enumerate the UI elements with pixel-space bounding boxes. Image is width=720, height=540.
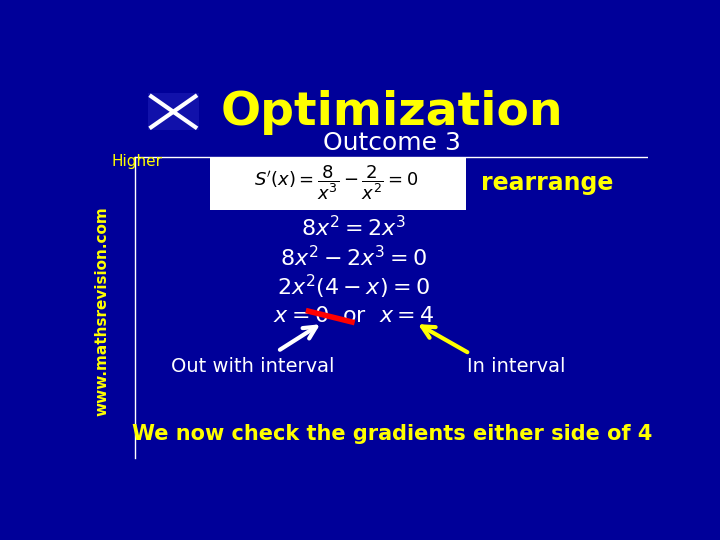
Text: Optimization: Optimization: [221, 90, 564, 135]
Text: We now check the gradients either side of 4: We now check the gradients either side o…: [132, 424, 652, 444]
Text: Out with interval: Out with interval: [171, 357, 335, 376]
Text: Higher: Higher: [112, 153, 163, 168]
Text: $x = 0$  or  $x = 4$: $x = 0$ or $x = 4$: [273, 306, 434, 326]
Text: $8x^2 - 2x^3 = 0$: $8x^2 - 2x^3 = 0$: [280, 245, 427, 270]
Text: Outcome 3: Outcome 3: [323, 131, 462, 156]
Text: In interval: In interval: [467, 357, 565, 376]
Text: rearrange: rearrange: [481, 171, 613, 194]
Text: $S'(x) = \dfrac{8}{x^3} - \dfrac{2}{x^2} = 0$: $S'(x) = \dfrac{8}{x^3} - \dfrac{2}{x^2}…: [254, 163, 418, 202]
Text: www.mathsrevision.com: www.mathsrevision.com: [95, 206, 110, 416]
Bar: [148, 93, 199, 130]
FancyBboxPatch shape: [210, 157, 466, 210]
Text: $2x^2(4 - x) = 0$: $2x^2(4 - x) = 0$: [277, 273, 430, 301]
Text: $8x^2 = 2x^3$: $8x^2 = 2x^3$: [301, 215, 406, 241]
